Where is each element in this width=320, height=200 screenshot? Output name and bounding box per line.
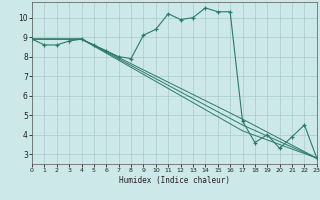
X-axis label: Humidex (Indice chaleur): Humidex (Indice chaleur) — [119, 176, 230, 185]
